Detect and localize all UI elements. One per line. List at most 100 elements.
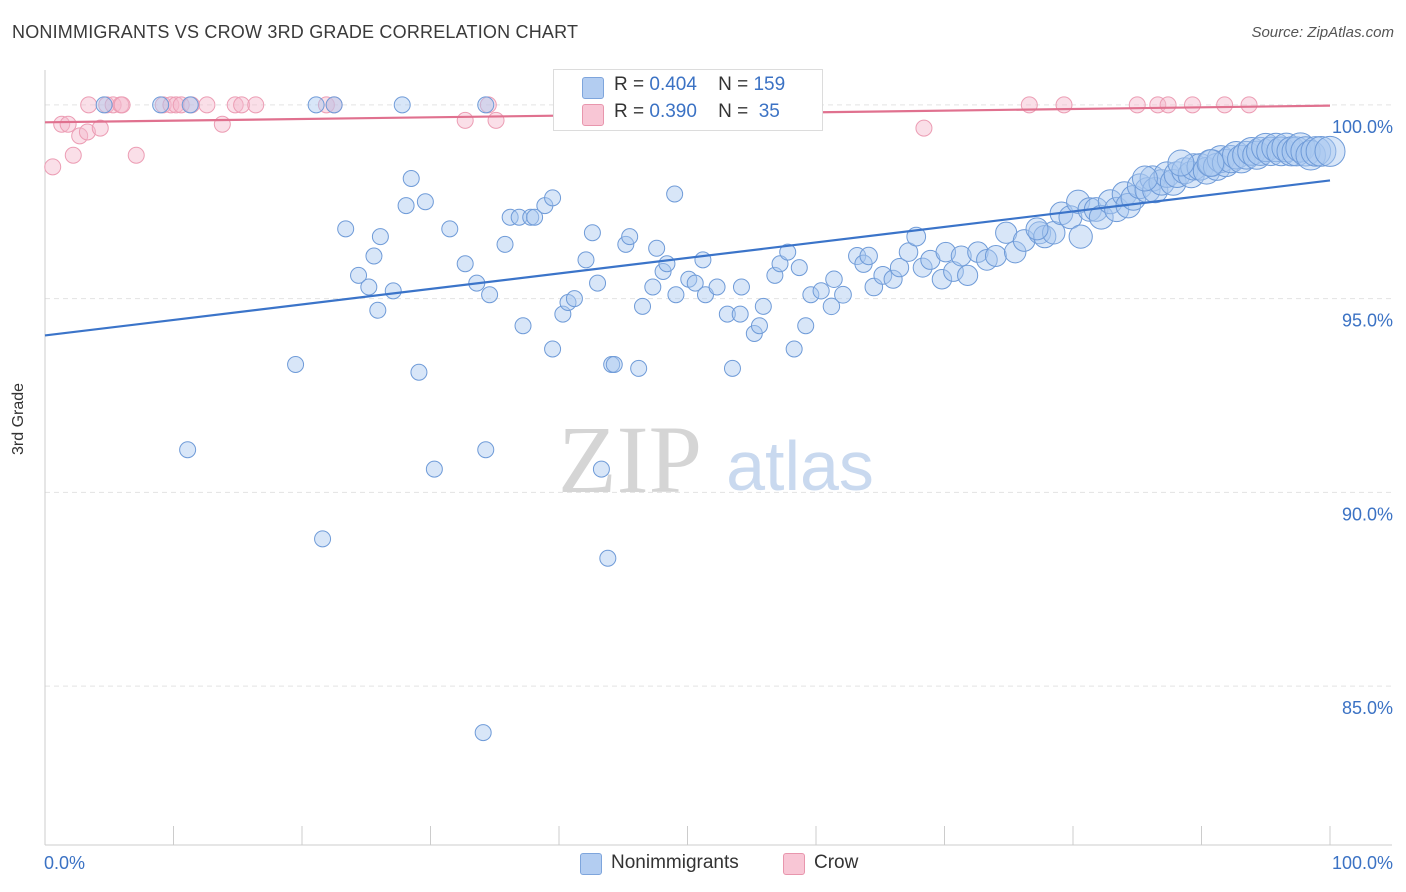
nonimmigrants-point <box>731 305 749 323</box>
nonimmigrants-point <box>544 189 562 207</box>
nonimmigrants-point <box>718 305 736 323</box>
nonimmigrants-point <box>1126 173 1153 200</box>
nonimmigrants-point <box>360 278 378 296</box>
crow-point <box>162 96 180 114</box>
nonimmigrants-point <box>481 286 499 304</box>
nonimmigrants-point <box>754 297 772 315</box>
nonimmigrants-point <box>658 255 676 273</box>
nonimmigrants-point <box>1266 136 1297 167</box>
nonimmigrants-point <box>1167 149 1195 177</box>
legend-r-value: 0.404 <box>649 74 697 95</box>
nonimmigrants-point <box>402 170 420 187</box>
nonimmigrants-point <box>526 208 544 226</box>
crow-point <box>44 158 62 176</box>
nonimmigrants-point <box>1256 136 1286 167</box>
nonimmigrants-point <box>307 96 325 114</box>
legend-r-label: R = <box>614 101 645 122</box>
nonimmigrants-point <box>474 724 492 742</box>
nonimmigrants-point <box>441 220 459 238</box>
chart-title: NONIMMIGRANTS VS CROW 3RD GRADE CORRELAT… <box>12 22 579 42</box>
nonimmigrants-point <box>950 245 972 267</box>
nonimmigrants-point <box>1088 204 1114 230</box>
crow-point <box>487 111 505 129</box>
x-tick-label: 100.0% <box>1332 853 1393 873</box>
nonimmigrants-point <box>514 317 532 335</box>
crow-point <box>1055 96 1073 114</box>
legend-n-value: 35 <box>758 101 780 122</box>
nonimmigrants-point <box>1261 132 1291 163</box>
nonimmigrants-point <box>812 282 830 300</box>
tick-labels: 85.0% 90.0% 95.0% 100.0% 0.0% 100.0% <box>44 117 1393 873</box>
nonimmigrants-point <box>931 269 953 290</box>
nonimmigrants-point <box>287 356 305 373</box>
nonimmigrants-point <box>350 266 368 284</box>
bottom-legend-crow: Crow <box>814 852 859 873</box>
crow-point <box>78 123 96 141</box>
nonimmigrants-point <box>667 286 685 304</box>
nonimmigrants-point <box>477 96 495 114</box>
nonimmigrants-point <box>822 297 841 316</box>
crow-point <box>127 146 145 164</box>
nonimmigrants-point <box>1012 229 1036 252</box>
nonimmigrants-point <box>1131 165 1158 192</box>
crow-point <box>71 127 89 145</box>
crow-point <box>167 96 185 114</box>
crow-point <box>247 96 265 114</box>
nonimmigrants-point <box>723 359 741 377</box>
bottom-legend-swatch-blue <box>580 853 602 875</box>
nonimmigrants-point <box>477 441 495 459</box>
nonimmigrants-point <box>935 241 957 263</box>
crow-point <box>172 96 190 114</box>
nonimmigrants-point <box>708 278 726 296</box>
nonimmigrants-point <box>565 290 583 308</box>
nonimmigrants-point <box>583 224 601 242</box>
nonimmigrants-point <box>859 246 878 266</box>
crow-points <box>44 96 1258 176</box>
crow-point <box>456 111 474 129</box>
nonimmigrants-point <box>1025 217 1049 241</box>
nonimmigrants-point <box>384 282 402 300</box>
bottom-legend-swatch-pink <box>783 853 805 875</box>
watermark-zip: ZIP <box>558 406 702 513</box>
nonimmigrants-point <box>889 257 910 278</box>
axes <box>44 70 1392 846</box>
y-tick-label: 100.0% <box>1332 117 1393 137</box>
nonimmigrants-point <box>325 96 343 114</box>
nonimmigrants-point <box>1003 240 1027 264</box>
legend-swatch-pink <box>582 104 604 126</box>
nonimmigrants-point <box>510 208 528 226</box>
nonimmigrants-point <box>1068 224 1093 249</box>
crow-point <box>91 119 109 137</box>
nonimmigrants-point <box>522 208 540 226</box>
source-label: Source: ZipAtlas.com <box>1251 24 1394 41</box>
nonimmigrants-point <box>337 220 355 238</box>
nonimmigrants-point <box>666 185 684 203</box>
watermark: ZIP atlas <box>558 406 874 513</box>
nonimmigrants-point <box>544 340 562 358</box>
nonimmigrants-point <box>873 265 893 285</box>
crow-point <box>113 96 131 114</box>
nonimmigrants-point <box>654 263 672 280</box>
nonimmigrants-point <box>957 264 979 286</box>
x-tick-label: 0.0% <box>44 853 85 873</box>
nonimmigrants-point <box>371 228 389 246</box>
crow-point <box>1216 96 1234 114</box>
nonimmigrants-point <box>1192 156 1221 185</box>
legend-n-label: N = <box>718 74 749 95</box>
nonimmigrants-point <box>967 241 989 263</box>
nonimmigrants-point <box>95 96 113 114</box>
nonimmigrants-point <box>790 259 808 277</box>
nonimmigrants-point <box>648 239 666 257</box>
legend-n-value: 159 <box>753 74 786 95</box>
nonimmigrants-point <box>365 247 383 265</box>
crow-point <box>233 96 251 114</box>
trend-lines <box>44 104 1331 337</box>
nonimmigrants-point <box>1246 136 1276 166</box>
nonimmigrants-point <box>152 96 170 114</box>
nonimmigrants-point <box>750 317 768 335</box>
legend-swatch-blue <box>582 77 604 99</box>
nonimmigrants-point <box>825 270 843 288</box>
nonimmigrants-point <box>634 297 652 315</box>
nonimmigrants-point <box>1314 135 1346 167</box>
